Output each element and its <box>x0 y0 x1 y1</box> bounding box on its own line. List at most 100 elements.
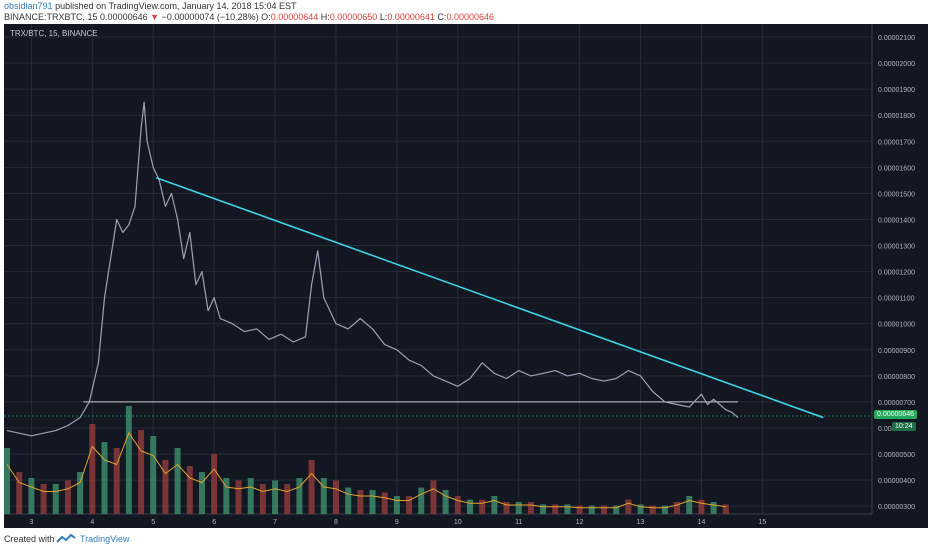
volume-bar <box>479 499 486 514</box>
volume-bar <box>674 502 681 514</box>
x-tick-label: 15 <box>758 519 766 526</box>
volume-bar <box>113 448 120 514</box>
last-price-tag: 0.00000646 <box>874 410 917 419</box>
y-tick-label: 0.00000300 <box>878 504 915 511</box>
volume-bar <box>4 448 11 514</box>
y-tick-label: 0.00001000 <box>878 322 915 329</box>
y-tick-label: 0.00000900 <box>878 348 915 355</box>
volume-bar <box>77 472 84 514</box>
y-tick-label: 0.00001500 <box>878 191 915 198</box>
x-tick-label: 8 <box>334 519 338 526</box>
volume-bar <box>600 505 607 514</box>
x-tick-label: 12 <box>576 519 584 526</box>
volume-bar <box>223 478 230 514</box>
y-tick-label: 0.00000800 <box>878 374 915 381</box>
y-tick-label: 0.00000400 <box>878 478 915 485</box>
volume-ma-line <box>6 431 726 509</box>
symbol-text: BINANCE:TRXBTC, 15 <box>4 12 98 22</box>
y-tick-label: 0.00001200 <box>878 270 915 277</box>
volume-bar <box>406 496 413 514</box>
volume-bar <box>40 484 47 514</box>
close-label: C: <box>437 12 447 22</box>
volume-bar <box>381 492 388 514</box>
volume-bar <box>625 499 632 514</box>
x-tick-label: 14 <box>698 519 706 526</box>
volume-bar <box>198 472 205 514</box>
volume-bar <box>369 490 376 514</box>
volume-bar <box>418 487 425 514</box>
volume-bar <box>649 505 656 514</box>
x-tick-label: 6 <box>212 519 216 526</box>
y-tick-label: 0.00001600 <box>878 165 915 172</box>
volume-bar <box>613 505 620 514</box>
x-tick-label: 9 <box>395 519 399 526</box>
y-tick-label: 0.00000500 <box>878 452 915 459</box>
volume-bar <box>552 504 559 514</box>
volume-bar <box>491 496 498 514</box>
volume-bar <box>393 496 400 514</box>
close-value: 0.00000646 <box>446 12 494 22</box>
volume-bar <box>16 472 23 514</box>
tradingview-logo-icon <box>56 533 76 543</box>
volume-bar <box>150 436 157 514</box>
y-tick-label: 0.00001400 <box>878 217 915 224</box>
volume-bar <box>259 484 266 514</box>
volume-bar <box>138 430 145 514</box>
publish-line: obsidian791 published on TradingView.com… <box>4 1 297 11</box>
volume-bar <box>661 505 668 514</box>
low-label: L: <box>379 12 388 22</box>
y-tick-label: 0.00001700 <box>878 139 915 146</box>
volume-bar <box>174 448 181 514</box>
y-tick-label: 0.00002100 <box>878 35 915 42</box>
footer: Created with TradingView <box>0 528 932 550</box>
bar-timer-tag: 10:24 <box>892 422 916 431</box>
x-tick-label: 3 <box>29 519 33 526</box>
volume-bar <box>588 505 595 514</box>
volume-bar <box>296 478 303 514</box>
volume-bar <box>332 480 339 514</box>
last-price: 0.00000646 <box>100 12 148 22</box>
volume-bar <box>576 505 583 514</box>
volume-bar <box>235 480 242 514</box>
volume-bar <box>503 502 510 514</box>
volume-bar <box>28 478 35 514</box>
volume-bar <box>345 487 352 514</box>
volume-bar <box>320 478 327 514</box>
volume-bar <box>89 424 96 514</box>
volume-bar <box>125 406 132 514</box>
high-label: H: <box>320 12 330 22</box>
created-with-text: Created with <box>4 534 55 544</box>
volume-bar <box>211 454 218 514</box>
x-tick-label: 5 <box>151 519 155 526</box>
price-chart[interactable]: 0.00002100 0.00002000 0.00001900 0.00001800… <box>4 24 928 528</box>
volume-bar <box>430 480 437 514</box>
x-tick-label: 4 <box>90 519 94 526</box>
y-tick-label: 0.00001300 <box>878 244 915 251</box>
x-tick-label: 13 <box>637 519 645 526</box>
price-series-line <box>6 101 739 437</box>
tradingview-brand[interactable]: TradingView <box>80 534 130 544</box>
published-text: published on TradingView.com, January 14… <box>55 1 297 11</box>
chart-header: obsidian791 published on TradingView.com… <box>0 0 932 24</box>
x-tick-label: 10 <box>454 519 462 526</box>
chart-background <box>4 24 928 528</box>
y-tick-label: 0.00001900 <box>878 87 915 94</box>
volume-bar <box>686 496 693 514</box>
author-link[interactable]: obsidian791 <box>4 1 53 11</box>
chart-area[interactable]: 0.00002100 0.00002000 0.00001900 0.00001800… <box>4 24 928 528</box>
volume-bar <box>454 496 461 514</box>
volume-bar <box>710 502 717 514</box>
y-tick-label: 0.00001800 <box>878 113 915 120</box>
chart-symbol-label: TRX/BTC, 15, BINANCE <box>10 29 98 38</box>
volume-bar <box>540 504 547 514</box>
volume-bar <box>637 504 644 514</box>
descending-trendline <box>156 177 824 419</box>
volume-bar <box>722 504 729 514</box>
volume-bar <box>247 478 254 514</box>
ohlc-line: BINANCE:TRXBTC, 15 0.00000646 ▼ −0.00000… <box>4 12 494 22</box>
volume-bar <box>272 480 279 514</box>
y-tick-label: 0.00000700 <box>878 400 915 407</box>
volume-bar <box>527 502 534 514</box>
volume-bar <box>698 499 705 514</box>
y-tick-label: 0.00001100 <box>878 296 915 303</box>
